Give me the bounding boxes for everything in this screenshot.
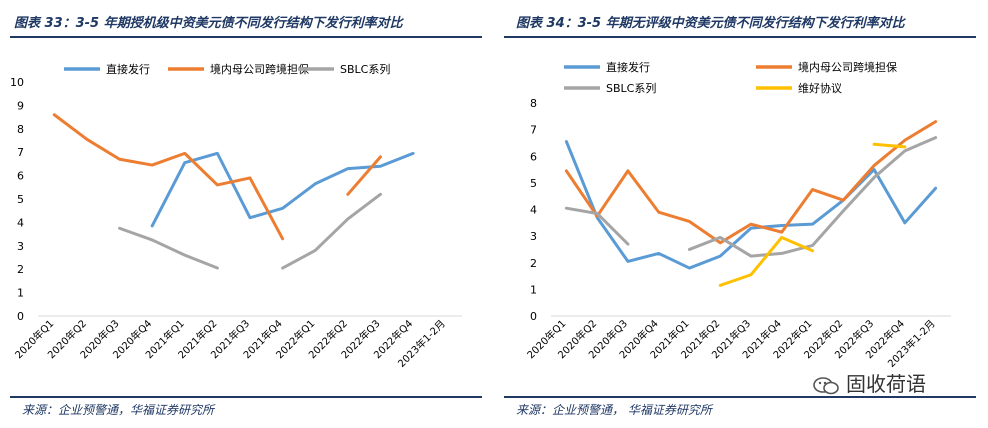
chart0-series-line-1 bbox=[52, 113, 285, 241]
chart1-y-tick-label: 3 bbox=[530, 230, 537, 243]
left-title-rule bbox=[10, 36, 482, 38]
chart0-legend-label: SBLC系列 bbox=[340, 62, 390, 76]
chart0-y-tick-label: 9 bbox=[17, 99, 24, 112]
right-source-rule bbox=[504, 396, 976, 398]
right-chart-panel: 图表 34：3-5 年期无评级中资美元债不同发行结构下发行利率对比 0 1 2 3 4 5… bbox=[494, 0, 988, 428]
chart1-y-tick-label: 7 bbox=[530, 124, 537, 137]
chart0-y-tick-label: 5 bbox=[17, 193, 24, 206]
chart1-y-tick-label: 2 bbox=[530, 257, 537, 270]
left-line-chart: 0123456789102020年Q12020年Q22020年Q32020年Q4… bbox=[10, 62, 462, 370]
chart0-y-tick-label: 0 bbox=[17, 310, 24, 323]
chart0-y-tick-label: 6 bbox=[17, 170, 24, 183]
right-chart-title: 图表 34：3-5 年期无评级中资美元债不同发行结构下发行利率对比 bbox=[516, 16, 905, 31]
chart1-y-tick-label: 5 bbox=[530, 177, 537, 190]
chart1-series-line-1 bbox=[564, 120, 938, 245]
chart0-y-tick-label: 1 bbox=[17, 287, 24, 300]
chart1-legend-label: 维好协议 bbox=[798, 81, 842, 95]
chart1-legend-label: 直接发行 bbox=[606, 60, 650, 74]
right-source-note: 来源：企业预警通， 华福证券研究所 bbox=[516, 403, 712, 417]
chart1-y-tick-label: 4 bbox=[530, 204, 537, 217]
left-source-rule bbox=[10, 396, 482, 398]
chart0-series-line-1 bbox=[346, 155, 382, 196]
left-chart-panel: 图表 33：3-5 年期授机级中资美元债不同发行结构下发行利率对比 0 1 2 3 4 5… bbox=[10, 16, 482, 417]
chart1-series-line-0 bbox=[564, 140, 938, 270]
chart1-series-line-3 bbox=[718, 235, 815, 287]
left-source-note: 来源：企业预警通，华福证券研究所 bbox=[22, 403, 215, 417]
watermark-text: 固收荷语 bbox=[846, 372, 926, 396]
chart1-series-line-3 bbox=[872, 142, 907, 149]
chart1-y-tick-label: 6 bbox=[530, 150, 537, 163]
right-title-rule bbox=[504, 36, 976, 38]
chart1-series-line-2 bbox=[564, 206, 630, 246]
chart0-series-line-2 bbox=[281, 192, 382, 270]
chart0-y-tick-label: 4 bbox=[17, 216, 24, 229]
chart1-legend-label: 境内母公司跨境担保 bbox=[798, 60, 897, 74]
chart1-y-tick-label: 8 bbox=[530, 97, 537, 110]
chart1-series-line-2 bbox=[687, 136, 938, 258]
chart0-y-tick-label: 7 bbox=[17, 146, 24, 159]
right-line-chart: 0123456782020年Q12020年Q22020年Q32020年Q4202… bbox=[524, 60, 951, 370]
watermark: 固收荷语 bbox=[812, 368, 926, 397]
wechat-logo-icon bbox=[813, 376, 839, 394]
chart0-series-line-2 bbox=[118, 226, 219, 270]
chart0-legend-label: 直接发行 bbox=[106, 62, 150, 76]
chart1-y-tick-label: 1 bbox=[530, 283, 537, 296]
chart0-legend-label: 境内母公司跨境担保 bbox=[210, 62, 309, 76]
chart1-y-tick-label: 0 bbox=[530, 310, 537, 323]
chart0-series-line-0 bbox=[150, 151, 415, 228]
chart0-y-tick-label: 10 bbox=[10, 76, 24, 89]
chart1-legend-label: SBLC系列 bbox=[606, 81, 656, 95]
chart0-y-tick-label: 2 bbox=[17, 263, 24, 276]
left-chart-title: 图表 33：3-5 年期授机级中资美元债不同发行结构下发行利率对比 bbox=[14, 16, 403, 31]
chart0-y-tick-label: 8 bbox=[17, 123, 24, 136]
chart0-y-tick-label: 3 bbox=[17, 240, 24, 253]
